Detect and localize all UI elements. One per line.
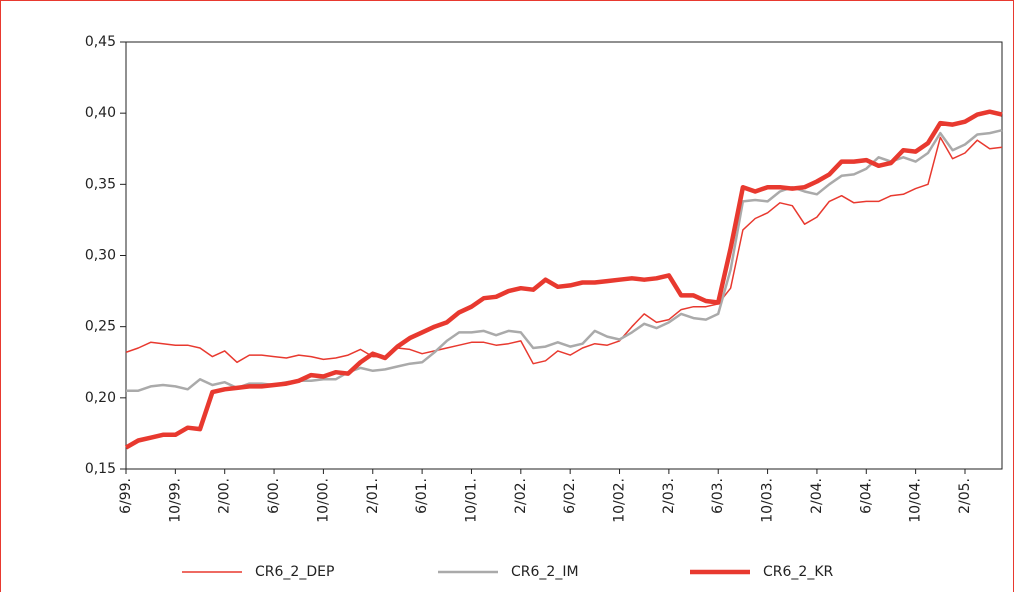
y-tick-label: 0,15	[85, 461, 116, 477]
y-tick-label: 0,25	[85, 319, 116, 335]
x-tick-label: 2/03.	[661, 478, 677, 514]
x-tick-label: 10/03.	[760, 478, 776, 523]
legend-label: CR6_2_IM	[511, 564, 579, 580]
x-tick-label: 10/04.	[908, 478, 924, 523]
x-tick-label: 6/99.	[118, 478, 134, 514]
x-tick-label: 10/01.	[463, 478, 479, 523]
y-tick-label: 0,40	[85, 105, 116, 121]
x-tick-label: 10/00.	[315, 478, 331, 523]
y-tick-label: 0,45	[85, 34, 116, 50]
x-tick-label: 6/00.	[266, 478, 282, 514]
x-tick-label: 2/05.	[957, 478, 973, 514]
x-tick-label: 2/00.	[217, 478, 233, 514]
series-line	[126, 128, 1003, 392]
x-tick-label: 2/01.	[365, 478, 381, 514]
series-line	[124, 109, 1003, 450]
x-tick-label: 6/03.	[710, 478, 726, 514]
x-tick-label: 2/04.	[809, 478, 825, 514]
y-tick-label: 0,20	[85, 390, 116, 406]
y-tick-label: 0,30	[85, 248, 116, 264]
x-tick-label: 10/02.	[612, 478, 628, 523]
x-tick-label: 6/01.	[414, 478, 430, 514]
legend-label: CR6_2_DEP	[255, 564, 334, 580]
x-tick-label: 6/02.	[562, 478, 578, 514]
plot-area	[125, 41, 1003, 470]
y-tick-label: 0,35	[85, 176, 116, 192]
x-tick-label: 6/04.	[858, 478, 874, 514]
x-tick-label: 10/99.	[167, 478, 183, 523]
x-tick-label: 2/02.	[513, 478, 529, 514]
legend-label: CR6_2_KR	[763, 564, 833, 580]
series-line	[125, 136, 1003, 365]
